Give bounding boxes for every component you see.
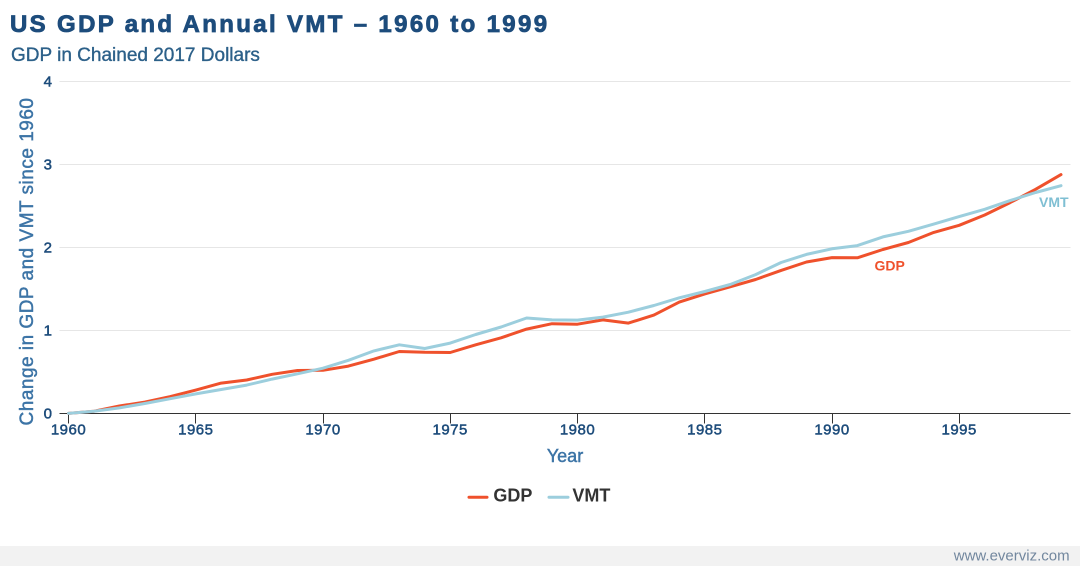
- svg-text:GDP: GDP: [493, 486, 532, 506]
- svg-text:VMT: VMT: [1039, 194, 1069, 210]
- svg-text:VMT: VMT: [572, 486, 610, 506]
- svg-text:0: 0: [44, 406, 52, 423]
- svg-text:1975: 1975: [433, 422, 468, 439]
- svg-text:1: 1: [44, 323, 52, 340]
- svg-text:US GDP and Annual VMT – 1960 t: US GDP and Annual VMT – 1960 to 1999: [10, 11, 549, 38]
- svg-text:1980: 1980: [560, 422, 595, 439]
- svg-text:4: 4: [44, 74, 52, 91]
- svg-text:1970: 1970: [305, 422, 340, 439]
- svg-text:1960: 1960: [51, 422, 86, 439]
- svg-text:www.everviz.com: www.everviz.com: [953, 548, 1070, 565]
- svg-text:1990: 1990: [814, 422, 849, 439]
- svg-text:Year: Year: [547, 446, 583, 466]
- svg-text:GDP in Chained 2017 Dollars: GDP in Chained 2017 Dollars: [11, 45, 260, 66]
- svg-text:3: 3: [44, 157, 52, 174]
- svg-text:1985: 1985: [687, 422, 722, 439]
- svg-text:2: 2: [44, 240, 52, 257]
- svg-text:1995: 1995: [942, 422, 977, 439]
- svg-text:1965: 1965: [178, 422, 213, 439]
- svg-text:GDP: GDP: [875, 257, 905, 273]
- svg-text:Change in GDP and VMT since 19: Change in GDP and VMT since 1960: [17, 98, 38, 426]
